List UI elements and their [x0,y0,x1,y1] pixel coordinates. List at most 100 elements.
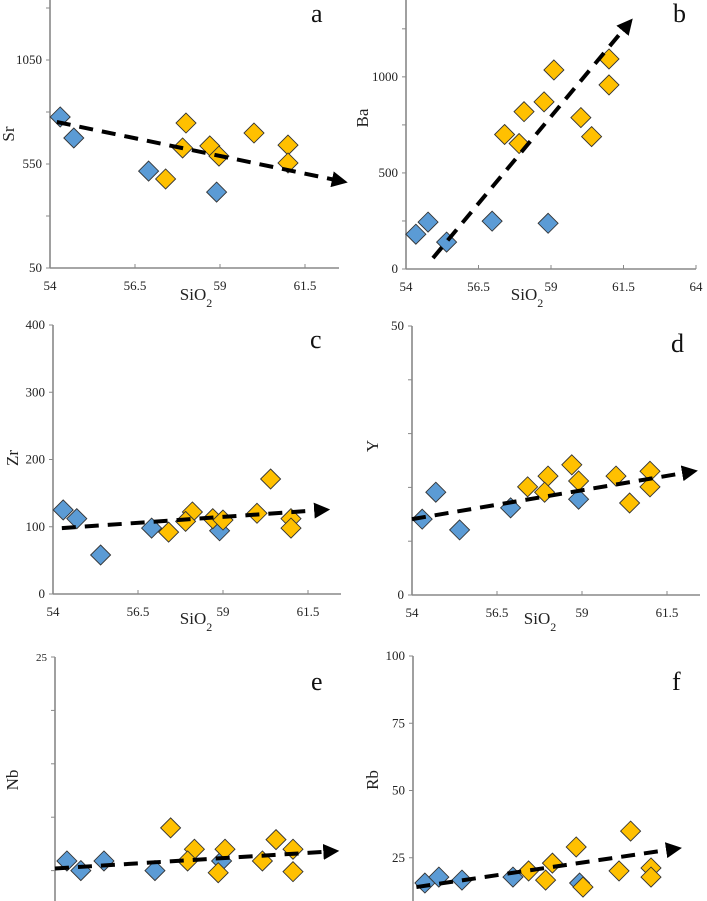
y-tick-label: 400 [26,317,46,332]
data-point-yellow [619,820,642,842]
y-tick-label: 1050 [16,52,42,67]
y-tick-label: 50 [391,318,404,333]
trend-arrow [54,843,340,871]
data-point-blue [537,212,559,234]
y-tick-label: 300 [26,384,46,399]
x-tick-label: 54 [44,278,58,293]
data-point-yellow [580,125,603,148]
data-point-yellow [543,59,565,81]
x-tick-label: 59 [545,279,558,294]
x-tick-label: 61.5 [297,604,320,619]
trend-arrow [416,842,682,890]
x-tick-label: 61.5 [612,279,635,294]
data-point-yellow [282,838,304,860]
data-point-yellow [618,492,641,514]
data-point-yellow [176,850,199,872]
panel-c: 0 100 200 300 400 54 56.5 59 61.5 SiO2 Zr c [3,317,341,634]
data-point-yellow [207,862,229,884]
x-tick-label: 56.5 [467,279,490,294]
x-tick-label: 59 [214,278,227,293]
data-point-blue [425,481,447,503]
y-axis-label: Rb [363,770,382,790]
data-point-blue [66,508,88,530]
x-tick-label: 59 [217,604,230,619]
data-point-yellow [605,465,627,487]
data-point-blue [63,127,85,149]
y-axis-label: Zr [3,450,22,466]
trend-arrow [431,18,633,260]
data-point-yellow [572,876,594,898]
panel-a: 50 550 1050 54 56.5 59 61.5 SiO2 Sr a [0,0,348,310]
y-tick-label: 25 [392,850,405,865]
data-point-yellow [533,91,555,113]
data-point-yellow [259,468,282,490]
y-tick-label: 1000 [372,69,398,84]
panel-letter: d [671,329,684,358]
y-tick-label: 0 [392,261,399,276]
data-point-yellow [639,476,661,498]
y-tick-label: 50 [29,260,42,275]
y-tick-label: 550 [23,156,43,171]
data-point-blue [93,850,115,872]
data-point-yellow [243,122,265,144]
data-point-blue [417,211,439,233]
data-point-yellow [157,521,180,543]
y-axis-label: Nb [3,770,22,791]
panel-letter: a [311,0,323,28]
data-point-blue [448,519,471,541]
data-point-yellow [513,100,535,123]
data-point-blue [205,181,228,203]
y-tick-label: 100 [386,648,406,663]
y-tick-label: 75 [392,715,405,730]
x-tick-label: 61.5 [656,605,679,620]
data-point-yellow [537,465,559,487]
y-tick-label: 500 [379,165,399,180]
x-tick-label: 59 [576,605,589,620]
x-tick-label: 56.5 [486,605,509,620]
y-tick-label: 25 [36,652,48,664]
data-point-yellow [159,817,182,839]
y-tick-label: 50 [392,783,405,798]
y-axis-label: Y [363,440,382,452]
data-point-blue [89,544,112,566]
data-point-yellow [175,112,197,134]
trend-arrow [61,502,331,531]
y-tick-label: 200 [26,452,46,467]
x-tick-label: 54 [47,604,61,619]
panel-letter: e [311,667,323,696]
data-point-blue [144,859,166,882]
panel-f: 25 50 75 100 Rb f [363,648,682,901]
panel-letter: b [673,0,686,28]
y-axis-label: Ba [353,108,372,127]
panel-d: 0 50 54 56.5 59 61.5 SiO2 Yd [363,318,700,634]
y-tick-label: 0 [398,587,405,602]
data-point-blue [567,488,590,510]
panel-letter: f [672,667,681,696]
x-tick-label: 54 [406,605,420,620]
x-tick-label: 64 [690,279,704,294]
data-point-blue [481,210,503,232]
data-point-yellow [154,168,177,190]
data-point-yellow [598,48,620,70]
data-point-blue [56,850,78,872]
data-point-yellow [280,517,302,539]
data-point-yellow [508,132,530,155]
data-point-blue [52,499,74,521]
data-point-yellow [570,106,592,129]
data-point-yellow [598,74,620,96]
data-point-yellow [516,476,539,498]
data-point-yellow [640,866,662,888]
x-tick-label: 56.5 [127,604,150,619]
panel-letter: c [310,325,322,354]
x-axis-label: SiO2 [180,609,212,634]
data-point-yellow [282,861,304,883]
y-axis-label: Sr [0,126,18,141]
data-point-yellow [265,828,287,851]
x-axis-label: SiO2 [524,609,556,634]
trend-arrow [411,465,698,522]
y-tick-label: 100 [26,519,46,534]
data-point-yellow [493,123,516,146]
panel-b: 0 500 1000 54 56.5 59 61.5 64 SiO2 Ba b [353,0,703,310]
x-tick-label: 56.5 [124,278,147,293]
